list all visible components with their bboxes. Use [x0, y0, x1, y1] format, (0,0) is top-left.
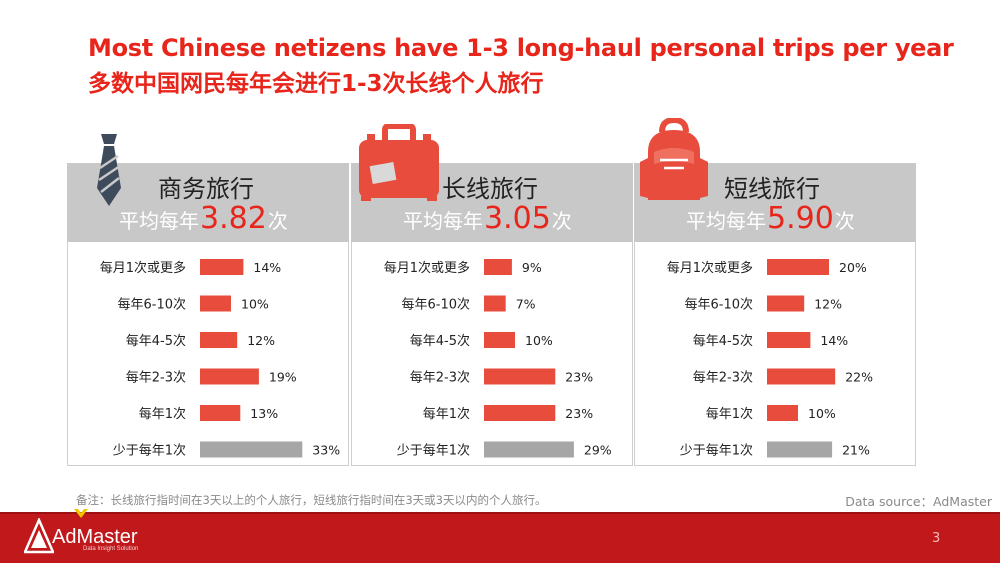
panel-short-haul-travel: 短线旅行 平均每年5.90次 每月1次或更多 20% 每年6-10次 12% 每年4-5… — [634, 163, 916, 467]
average-prefix: 平均每年 — [403, 209, 483, 233]
bar — [484, 405, 556, 421]
average-label: 平均每年5.90次 — [686, 201, 855, 236]
data-label: 33% — [312, 443, 340, 458]
category-tick-label: 每月1次或更多 — [384, 260, 470, 276]
category-tick-label: 每年2-3次 — [126, 370, 186, 386]
data-label: 22% — [845, 370, 873, 385]
suitcase-icon — [359, 124, 439, 201]
data-label: 12% — [247, 333, 275, 348]
category-label: 长线旅行 — [442, 175, 538, 203]
average-label: 平均每年3.82次 — [119, 201, 288, 236]
data-label: 23% — [565, 406, 593, 421]
page-number: 3 — [932, 531, 941, 546]
panel-body — [351, 242, 633, 466]
category-tick-label: 每月1次或更多 — [667, 260, 753, 276]
data-source: Data source：AdMaster — [845, 494, 992, 509]
average-label: 平均每年3.05次 — [403, 201, 572, 236]
bar — [484, 332, 515, 348]
panel-business-travel: 商务旅行 平均每年3.82次 每月1次或更多 14% 每年6-10次 10% 每年4-5… — [67, 163, 349, 467]
bar-chart-business: 每月1次或更多 14% 每年6-10次 10% 每年4-5次 12% 每年2-3次 19% 每年… — [100, 259, 340, 459]
title-chinese: 多数中国网民每年会进行1-3次长线个人旅行 — [88, 71, 544, 97]
average-prefix: 平均每年 — [686, 209, 766, 233]
bar — [767, 259, 829, 275]
category-tick-label: 每月1次或更多 — [100, 260, 186, 276]
bar — [484, 368, 556, 385]
category-tick-label: 少于每年1次 — [397, 443, 470, 459]
data-label: 19% — [269, 370, 297, 385]
bar-chart-short-haul: 每月1次或更多 20% 每年6-10次 12% 每年4-5次 14% 每年2-3次 22% 每年… — [667, 259, 873, 459]
data-label: 13% — [250, 406, 278, 421]
data-label: 10% — [525, 333, 553, 348]
bar — [767, 295, 805, 312]
data-label: 20% — [839, 260, 867, 275]
category-tick-label: 少于每年1次 — [680, 443, 753, 459]
bar — [484, 259, 512, 275]
bar — [767, 368, 836, 385]
data-label: 29% — [584, 443, 612, 458]
bar — [484, 441, 574, 458]
data-label: 21% — [842, 443, 870, 458]
backpack-icon — [640, 118, 708, 200]
data-label: 23% — [565, 370, 593, 385]
data-label: 12% — [814, 297, 842, 312]
average-value: 3.05 — [484, 201, 551, 236]
footer-stripe — [0, 512, 1000, 514]
average-value: 3.82 — [200, 201, 267, 236]
category-label: 商务旅行 — [158, 175, 254, 203]
category-tick-label: 每年6-10次 — [401, 297, 470, 313]
bar — [200, 441, 303, 458]
category-tick-label: 每年1次 — [423, 406, 470, 422]
average-suffix: 次 — [267, 209, 288, 233]
bar — [767, 332, 811, 348]
data-label: 14% — [253, 260, 281, 275]
logo-accent-icon — [74, 509, 88, 518]
bar — [767, 405, 798, 421]
bar-chart-long-haul: 每月1次或更多 9% 每年6-10次 7% 每年4-5次 10% 每年2-3次 23% 每年1次… — [384, 259, 612, 459]
logo-text: AdMaster — [52, 526, 138, 548]
admaster-logo-icon — [24, 518, 54, 554]
category-tick-label: 每年4-5次 — [410, 333, 470, 349]
category-tick-label: 每年4-5次 — [126, 333, 186, 349]
footnote: 备注：长线旅行指时间在3天以上的个人旅行，短线旅行指时间在3天或3天以内的个人旅… — [76, 493, 547, 507]
bar — [200, 259, 244, 275]
data-label: 14% — [820, 333, 848, 348]
bar — [767, 441, 833, 458]
bar — [200, 368, 259, 385]
category-label: 短线旅行 — [724, 175, 820, 203]
category-tick-label: 每年1次 — [706, 406, 753, 422]
average-suffix: 次 — [834, 209, 855, 233]
category-tick-label: 每年1次 — [139, 406, 186, 422]
bar — [200, 332, 238, 348]
category-tick-label: 少于每年1次 — [113, 443, 186, 459]
category-tick-label: 每年2-3次 — [410, 370, 470, 386]
category-tick-label: 每年2-3次 — [693, 370, 753, 386]
panel-body — [67, 242, 349, 466]
panel-body — [634, 242, 916, 466]
bar — [200, 405, 241, 421]
average-value: 5.90 — [767, 201, 834, 236]
average-suffix: 次 — [551, 209, 572, 233]
data-label: 9% — [522, 260, 542, 275]
data-label: 10% — [241, 297, 269, 312]
category-tick-label: 每年4-5次 — [693, 333, 753, 349]
bar — [484, 295, 506, 312]
data-label: 7% — [516, 297, 536, 312]
necktie-icon — [97, 134, 121, 206]
title-english: Most Chinese netizens have 1-3 long-haul… — [88, 34, 954, 62]
category-tick-label: 每年6-10次 — [684, 297, 753, 313]
category-tick-label: 每年6-10次 — [117, 297, 186, 313]
bar — [200, 295, 231, 312]
footer-bar — [0, 512, 1000, 563]
panel-long-haul-travel: 长线旅行 平均每年3.05次 每月1次或更多 9% 每年6-10次 7% 每年4-5次 1… — [351, 163, 633, 467]
data-label: 10% — [808, 406, 836, 421]
logo-subtitle: Data Insight Solution — [83, 546, 139, 552]
average-prefix: 平均每年 — [119, 209, 199, 233]
